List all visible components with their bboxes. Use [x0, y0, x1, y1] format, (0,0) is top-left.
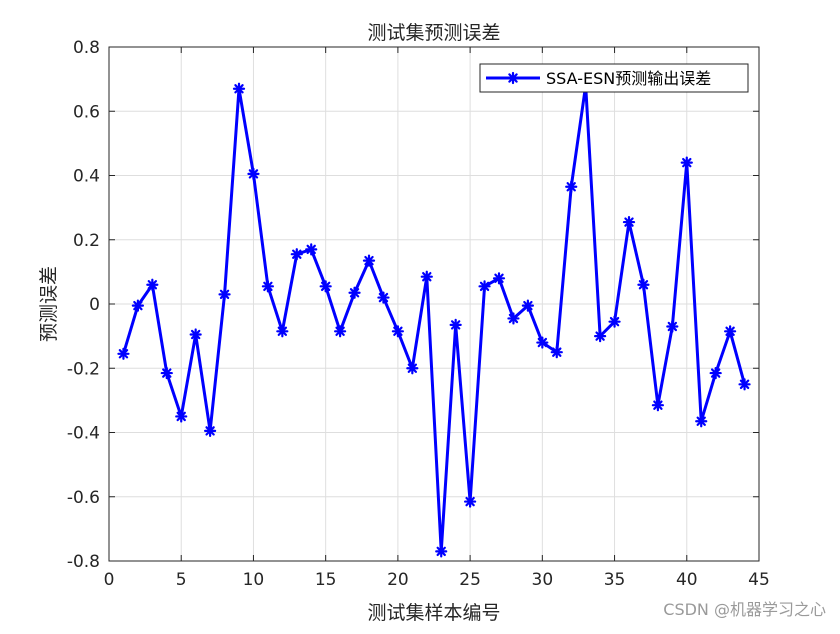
y-tick-label: -0.6	[67, 488, 100, 508]
data-point	[492, 272, 506, 285]
y-tick-label: 0.4	[73, 167, 100, 187]
x-tick-label: 35	[604, 570, 626, 590]
data-point	[189, 328, 202, 341]
data-point	[420, 270, 433, 283]
data-point	[521, 299, 534, 312]
y-tick-label: -0.8	[67, 552, 100, 572]
y-tick-label: -0.4	[67, 424, 100, 444]
data-point	[651, 399, 664, 412]
chart-title: 测试集预测误差	[367, 22, 500, 44]
data-point	[290, 248, 303, 261]
grid-layer	[108, 46, 760, 562]
x-tick-label: 25	[459, 570, 481, 590]
data-point	[348, 286, 361, 299]
data-point	[261, 280, 274, 293]
data-point	[536, 336, 549, 349]
data-point	[160, 366, 173, 380]
data-point	[680, 156, 693, 169]
x-tick-label: 10	[243, 570, 265, 590]
x-tick-label: 0	[104, 570, 115, 590]
series-line	[121, 84, 747, 553]
data-point	[709, 366, 722, 380]
data-point	[435, 545, 448, 558]
x-tick-label: 15	[315, 570, 337, 590]
data-point	[449, 318, 462, 331]
data-point	[276, 325, 289, 338]
data-point	[146, 278, 159, 291]
y-tick-label: 0.8	[73, 38, 100, 58]
y-tick-label: 0	[89, 295, 100, 315]
data-point	[738, 378, 751, 391]
data-point	[565, 180, 578, 193]
data-point	[478, 280, 491, 293]
legend-marker	[506, 71, 520, 85]
plot-layer	[117, 79, 751, 558]
data-point	[305, 243, 318, 256]
x-tick-label: 40	[676, 570, 698, 590]
y-tick-label: 0.6	[73, 102, 100, 122]
data-point	[608, 315, 621, 328]
data-point	[334, 325, 347, 338]
data-point	[131, 299, 144, 312]
data-point	[204, 424, 217, 437]
x-tick-label: 20	[387, 570, 409, 590]
data-point	[724, 325, 737, 338]
x-tick-label: 30	[532, 570, 554, 590]
data-point	[319, 280, 332, 293]
data-point	[637, 278, 650, 291]
data-point	[362, 254, 376, 267]
data-point	[550, 346, 563, 359]
data-point	[464, 495, 477, 508]
data-point	[622, 215, 636, 229]
data-point	[117, 347, 130, 360]
data-point	[594, 330, 607, 343]
legend-label: SSA-ESN预测输出误差	[546, 69, 711, 88]
data-point	[232, 82, 246, 95]
data-point	[406, 362, 419, 375]
legend: SSA-ESN预测输出误差	[479, 63, 749, 93]
data-point	[218, 288, 231, 301]
axis-layer: 0 5 10 15 20 25 30 35 40 45 -0.8 -0.6 -0.4 -0.2 0 0.2 0.…	[67, 38, 770, 590]
data-point	[175, 410, 188, 423]
x-axis-label: 测试集样本编号	[367, 602, 500, 624]
y-axis-label: 预测误差	[38, 266, 60, 342]
x-tick-label: 45	[748, 570, 770, 590]
x-tick-label: 5	[176, 570, 187, 590]
data-point	[507, 312, 520, 325]
watermark: CSDN @机器学习之心	[663, 600, 826, 619]
y-tick-label: -0.2	[67, 359, 100, 379]
data-point	[666, 320, 679, 333]
data-point	[247, 167, 260, 180]
data-point	[391, 325, 404, 338]
data-point	[695, 415, 708, 428]
y-tick-label: 0.2	[73, 231, 100, 251]
data-point	[377, 291, 390, 304]
